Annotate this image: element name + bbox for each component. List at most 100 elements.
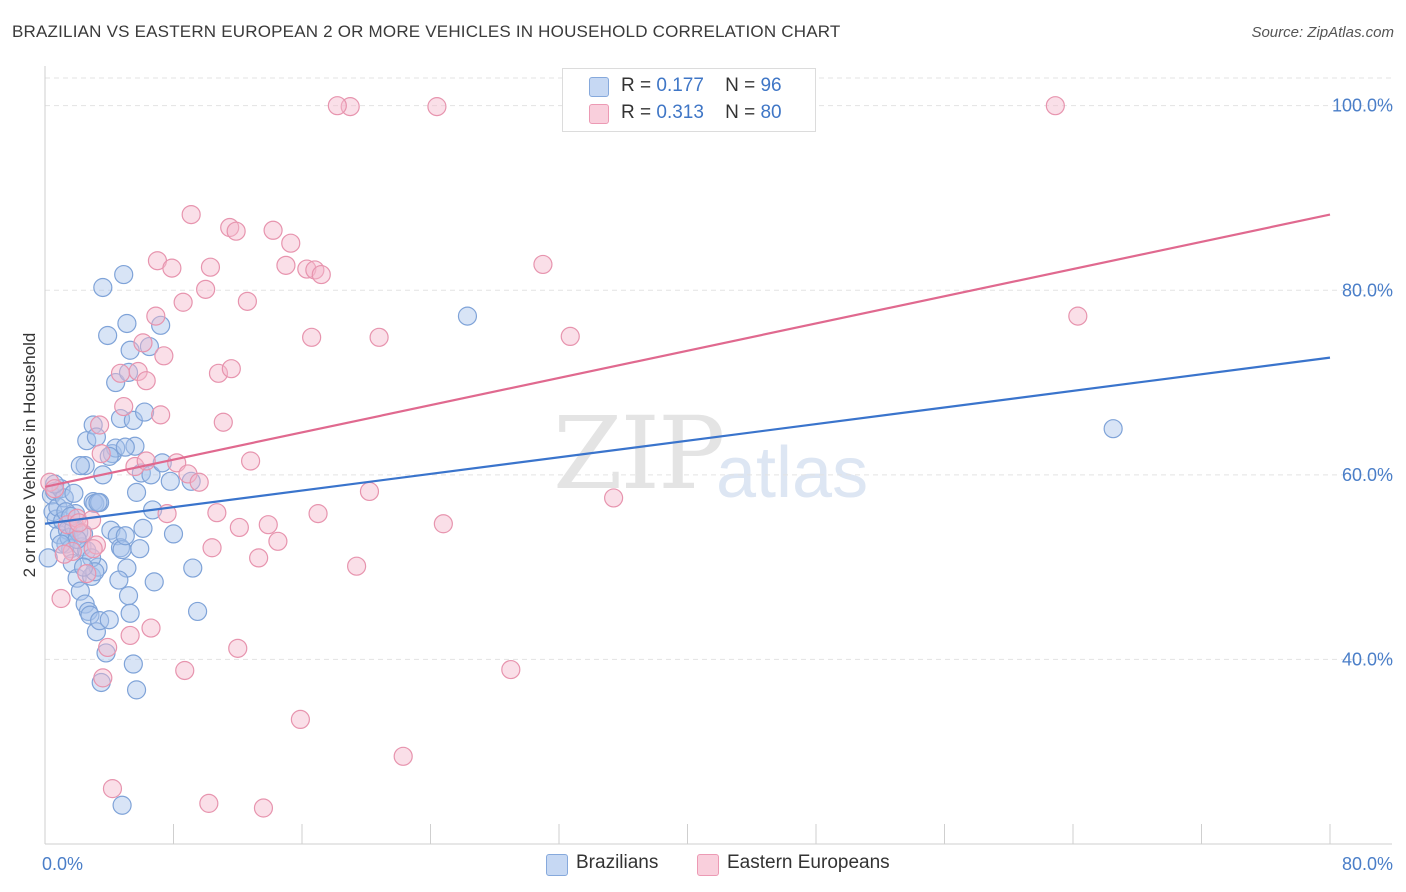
legend-r-label: R = xyxy=(621,75,652,96)
tick-labels: 40.0% 60.0% 80.0% 100.0% 0.0% 80.0% xyxy=(42,96,1393,874)
trend-lines xyxy=(44,213,1331,525)
legend-n-label: N = xyxy=(725,102,756,123)
brazilians-point xyxy=(64,483,84,503)
eastern-europeans-point xyxy=(393,746,413,766)
eastern-europeans-point xyxy=(226,221,246,241)
brazilians-point xyxy=(163,524,184,544)
series-swatch-brazilians xyxy=(546,854,568,876)
legend-r-value: 0.313 xyxy=(656,102,704,123)
brazilians-point xyxy=(160,471,180,491)
eastern-europeans-point xyxy=(175,660,195,681)
eastern-europeans-point xyxy=(102,779,123,799)
brazilians-point xyxy=(75,456,95,476)
eastern-europeans-point xyxy=(83,539,103,559)
brazilians-point xyxy=(99,610,119,630)
eastern-europeans-point xyxy=(433,514,453,534)
brazilians-point xyxy=(125,436,145,456)
y-tick-label: 80.0% xyxy=(1342,280,1393,300)
eastern-europeans-point xyxy=(54,544,74,564)
brazilians-point xyxy=(115,437,135,457)
eastern-europeans-point xyxy=(311,264,331,285)
brazilians-point xyxy=(144,572,164,592)
eastern-europeans-point xyxy=(359,481,380,502)
brazilians-point xyxy=(83,415,103,435)
series-name-brazilians: Brazilians xyxy=(576,852,659,873)
brazilians-point xyxy=(90,611,110,631)
eastern-europeans-point xyxy=(98,637,118,658)
eastern-europeans-point xyxy=(110,363,131,383)
eastern-europeans-point xyxy=(208,363,229,383)
eastern-europeans-point xyxy=(120,625,140,646)
brazilians-point xyxy=(80,605,100,625)
eastern-europeans-point xyxy=(369,327,389,347)
brazilians-point xyxy=(118,586,139,606)
brazilians-point xyxy=(38,548,58,568)
eastern-europeans-point xyxy=(189,472,209,492)
watermark-atlas: atlas xyxy=(716,433,869,513)
eastern-europeans-point xyxy=(86,535,107,555)
eastern-europeans-point xyxy=(533,254,553,275)
y-tick-label: 40.0% xyxy=(1342,649,1393,669)
y-tick-label: 60.0% xyxy=(1342,465,1393,485)
eastern-europeans-point xyxy=(308,504,328,524)
eastern-europeans-point xyxy=(249,548,269,568)
x-tick-label: 80.0% xyxy=(1342,854,1393,874)
eastern-europeans-point xyxy=(151,405,171,425)
brazilians-point xyxy=(85,562,105,582)
eastern-europeans-point xyxy=(220,217,240,238)
x-tick-label: 0.0% xyxy=(42,854,83,874)
chart-title: BRAZILIAN VS EASTERN EUROPEAN 2 OR MORE … xyxy=(12,22,841,41)
brazilians-point xyxy=(120,603,140,623)
eastern-europeans-point xyxy=(213,412,233,432)
series-name-eastern-europeans: Eastern Europeans xyxy=(727,852,890,873)
eastern-europeans-point xyxy=(90,415,110,435)
brazilians-point xyxy=(183,558,203,578)
legend-n-value: 96 xyxy=(760,75,782,96)
eastern-europeans-point xyxy=(427,97,447,117)
brazilians-point xyxy=(130,539,150,559)
eastern-europeans-point xyxy=(237,291,257,311)
legend-r-value: 0.177 xyxy=(656,75,704,96)
eastern-europeans-point xyxy=(162,258,182,278)
brazilians-point xyxy=(139,336,160,357)
eastern-europeans-points xyxy=(40,96,1088,818)
brazilians-points xyxy=(38,264,1123,815)
series-swatch-eastern-europeans xyxy=(697,854,719,876)
brazilians-point xyxy=(134,402,155,422)
eastern-europeans-point xyxy=(141,618,161,638)
eastern-europeans-point xyxy=(347,556,367,576)
axes xyxy=(44,66,1392,845)
eastern-europeans-point xyxy=(560,326,580,347)
brazilians-point xyxy=(126,482,147,502)
correlation-legend: R = 0.177 N = 96 R = 0.313 N = 80 xyxy=(562,68,816,132)
brazilians-trend-line xyxy=(44,356,1331,525)
eastern-europeans-point xyxy=(228,638,248,658)
eastern-europeans-point xyxy=(229,517,249,538)
eastern-europeans-point xyxy=(281,233,301,253)
eastern-europeans-point xyxy=(302,327,322,347)
brazilians-point xyxy=(109,570,129,590)
eastern-europeans-point xyxy=(136,371,156,391)
eastern-europeans-point xyxy=(181,204,201,225)
brazilians-point xyxy=(93,277,113,298)
eastern-europeans-point xyxy=(69,513,89,533)
eastern-europeans-point xyxy=(114,396,134,417)
eastern-europeans-point xyxy=(196,279,216,299)
eastern-europeans-point xyxy=(202,538,222,558)
eastern-europeans-point xyxy=(154,346,174,366)
y-tick-label: 100.0% xyxy=(1332,96,1393,116)
eastern-europeans-point xyxy=(258,515,278,535)
eastern-europeans-point xyxy=(93,668,113,688)
brazilians-point xyxy=(70,456,90,476)
legend-n-value: 80 xyxy=(760,102,782,123)
brazilians-point xyxy=(88,492,108,513)
brazilians-point xyxy=(118,362,139,383)
legend-n-label: N = xyxy=(725,75,756,96)
eastern-europeans-point xyxy=(77,563,97,584)
eastern-europeans-point xyxy=(297,259,317,279)
brazilians-point xyxy=(115,526,135,546)
brazilians-point xyxy=(123,654,143,674)
eastern-europeans-point xyxy=(173,292,193,312)
eastern-europeans-point xyxy=(241,451,261,471)
